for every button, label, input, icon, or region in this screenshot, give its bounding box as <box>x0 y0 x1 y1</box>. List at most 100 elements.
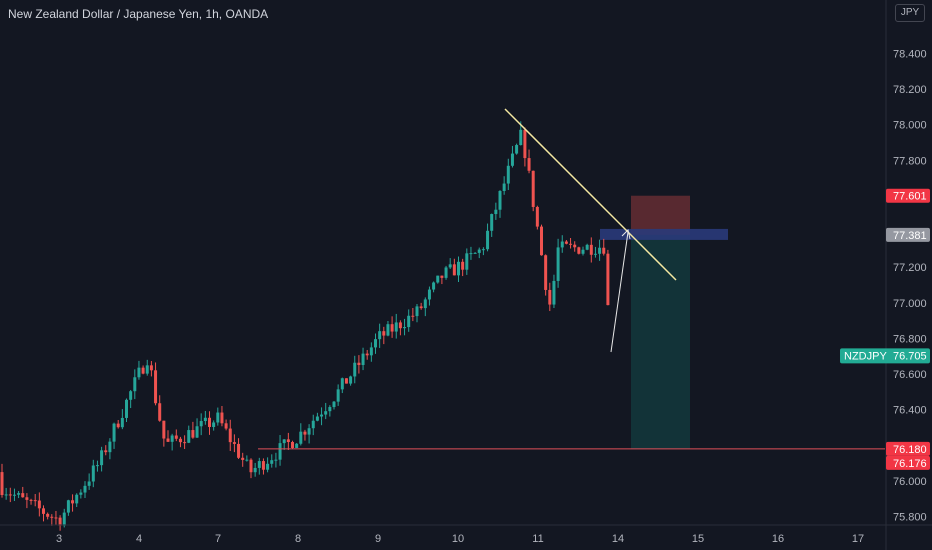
price-tick-label: 76.800 <box>893 333 927 345</box>
candle-body <box>448 264 452 268</box>
candle-body <box>17 493 21 495</box>
candle-body <box>457 261 460 276</box>
candle-body <box>361 353 365 365</box>
time-tick-label: 3 <box>56 533 62 545</box>
candle-body <box>141 367 145 374</box>
entry-band <box>600 228 728 240</box>
price-tag-stop <box>886 188 930 203</box>
candle-body <box>324 411 328 415</box>
candle-body <box>129 391 133 400</box>
candle-body <box>556 247 560 281</box>
candle-body <box>274 459 278 461</box>
candles <box>0 121 610 531</box>
candle-body <box>149 365 153 371</box>
last-price-value: 76.705 <box>893 350 927 362</box>
last-price-symbol: NZDJPY <box>844 350 887 362</box>
candle-body <box>178 438 182 443</box>
price-tick-label: 76.400 <box>893 405 927 417</box>
candle-body <box>120 417 124 428</box>
candle-body <box>407 315 411 328</box>
candle-body <box>58 517 62 526</box>
position-zones <box>600 195 728 449</box>
candle-body <box>340 378 344 390</box>
candle-body <box>606 253 610 306</box>
candle-body <box>336 389 340 402</box>
candle-body <box>37 500 41 509</box>
candle-body <box>137 367 141 378</box>
candle-body <box>515 145 519 154</box>
candle-body <box>519 129 523 146</box>
candle-body <box>531 170 535 207</box>
candle-body <box>91 465 95 482</box>
candle-body <box>266 463 270 470</box>
candle-body <box>344 378 348 384</box>
candle-body <box>374 339 377 348</box>
symbol-title[interactable]: New Zealand Dollar / Japanese Yen, 1h, O… <box>8 7 269 21</box>
candle-body <box>315 416 319 421</box>
candle-body <box>477 249 481 253</box>
candle-body <box>357 362 361 365</box>
candle-body <box>593 253 597 255</box>
candle-body <box>548 289 552 305</box>
candle-body <box>295 443 299 448</box>
candle-body <box>311 420 315 429</box>
candle-body <box>423 299 427 309</box>
time-axis[interactable]: 3 4 7 8 9 10 11 14 15 16 17 <box>0 524 932 545</box>
candle-body <box>436 275 440 283</box>
time-tick-label: 8 <box>295 533 301 545</box>
candle-body <box>154 370 158 404</box>
candle-body <box>158 403 162 421</box>
candle-body <box>432 282 436 290</box>
candle-body <box>237 443 241 458</box>
candle-body <box>527 158 531 171</box>
take-profit-zone <box>631 234 690 449</box>
price-tag-line-alt <box>886 455 930 470</box>
price-tags: 77.601 77.381 NZDJPY 76.705 76.180 76.176 <box>840 188 930 470</box>
candle-body <box>299 431 303 444</box>
candle-body <box>100 450 104 466</box>
price-tick-label: 78.200 <box>893 84 927 96</box>
candle-body <box>461 261 465 270</box>
candle-body <box>112 423 116 442</box>
candle-body <box>291 442 294 448</box>
candle-body <box>162 420 166 439</box>
candle-body <box>544 255 548 290</box>
candle-body <box>560 241 564 248</box>
candle-body <box>54 517 58 519</box>
candle-body <box>465 253 469 270</box>
candle-body <box>108 441 112 453</box>
candle-body <box>353 362 357 377</box>
time-tick-label: 4 <box>136 533 142 545</box>
price-tag-entry <box>886 227 930 242</box>
candle-body <box>125 399 128 418</box>
candle-body <box>382 331 386 336</box>
candle-body <box>8 494 12 496</box>
candle-body <box>278 443 282 460</box>
candle-body <box>415 306 419 317</box>
candle-body <box>411 315 415 317</box>
currency-badge[interactable]: JPY <box>895 4 925 22</box>
price-tag-line <box>886 441 930 456</box>
drawings <box>258 108 885 450</box>
last-price-tag <box>840 348 930 364</box>
price-tick-label: 75.800 <box>893 512 927 524</box>
candle-body <box>95 465 99 467</box>
candle-body <box>253 467 257 473</box>
candle-body <box>378 331 382 340</box>
candle-body <box>116 423 120 428</box>
time-tick-label: 7 <box>215 533 221 545</box>
time-tick-label: 11 <box>532 533 543 545</box>
candle-body <box>75 494 79 504</box>
candle-body <box>386 324 390 336</box>
candle-body <box>602 247 606 254</box>
candle-body <box>199 421 203 427</box>
candle-body <box>394 322 398 332</box>
candle-body <box>552 280 556 305</box>
candle-body <box>303 431 307 435</box>
price-tag-label: 76.180 <box>893 444 927 456</box>
candle-body <box>440 275 444 278</box>
candle-body <box>71 500 75 504</box>
candle-body <box>573 244 577 248</box>
